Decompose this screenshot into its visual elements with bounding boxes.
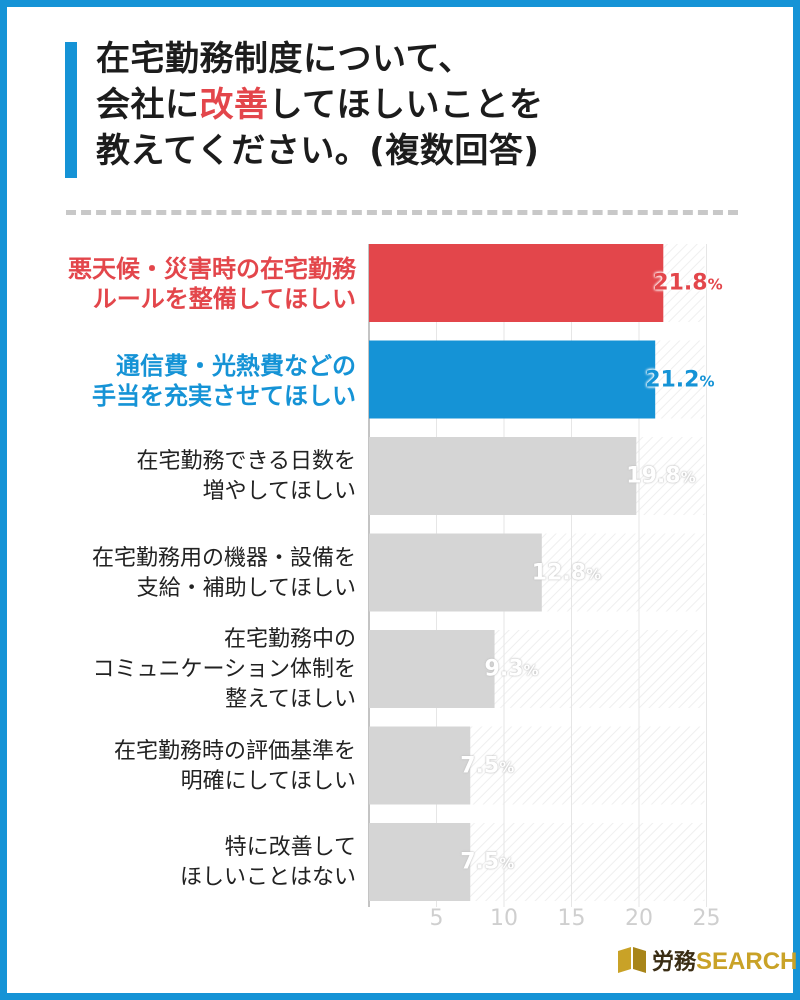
category-label-1: 悪天候・災害時の在宅勤務 ルールを整備してほしい xyxy=(68,255,356,313)
value-label-7: 7.5% xyxy=(460,849,515,875)
book-icon xyxy=(618,947,646,973)
value-label-3: 19.8% xyxy=(626,463,696,489)
brand-name: 労務SEARCH xyxy=(652,948,798,975)
brand-logo: 労務SEARCH xyxy=(618,944,797,976)
value-label-1: 21.8% xyxy=(653,270,723,296)
bar-1 xyxy=(369,244,664,322)
chart-title: 在宅勤務制度について、 会社に改善してほしいことを 教えてください。(複数回答) xyxy=(96,36,756,174)
title-line-3: 教えてください。(複数回答) xyxy=(96,131,540,171)
category-label-7: 特に改善して ほしいことはない xyxy=(179,835,356,890)
x-tick-15: 15 xyxy=(557,906,586,931)
bar-3 xyxy=(369,437,637,515)
bar-5 xyxy=(369,630,495,708)
x-tick-10: 10 xyxy=(490,906,518,931)
category-label-4: 在宅勤務用の機器・設備を 支給・補助してほしい xyxy=(91,545,356,601)
title-divider xyxy=(66,210,738,215)
title-line-1: 在宅勤務制度について、 xyxy=(96,39,473,79)
bar-2 xyxy=(369,340,656,419)
bar-6 xyxy=(369,726,471,805)
bar-7 xyxy=(369,823,471,901)
category-label-6: 在宅勤務時の評価基準を 明確にしてほしい xyxy=(113,738,356,794)
x-tick-20: 20 xyxy=(625,906,653,931)
title-line-2: 会社に改善してほしいことを xyxy=(96,85,544,125)
title-highlight: 改善 xyxy=(199,85,269,125)
value-label-6: 7.5% xyxy=(460,753,515,778)
value-label-2: 21.2% xyxy=(645,367,715,392)
value-label-5: 9.3% xyxy=(484,656,539,682)
value-label-4: 12.8% xyxy=(531,560,602,585)
x-tick-5: 5 xyxy=(429,906,444,931)
category-label-3: 在宅勤務できる日数を 増やしてほしい xyxy=(136,449,356,504)
title-accent-bar xyxy=(65,42,77,178)
bar-4 xyxy=(369,533,542,612)
category-label-2: 通信費・光熱費などの 手当を充実させてほしい xyxy=(92,351,356,410)
x-tick-25: 25 xyxy=(692,906,721,931)
category-label-5: 在宅勤務中の コミュニケーション体制を 整えてほしい xyxy=(92,627,356,712)
